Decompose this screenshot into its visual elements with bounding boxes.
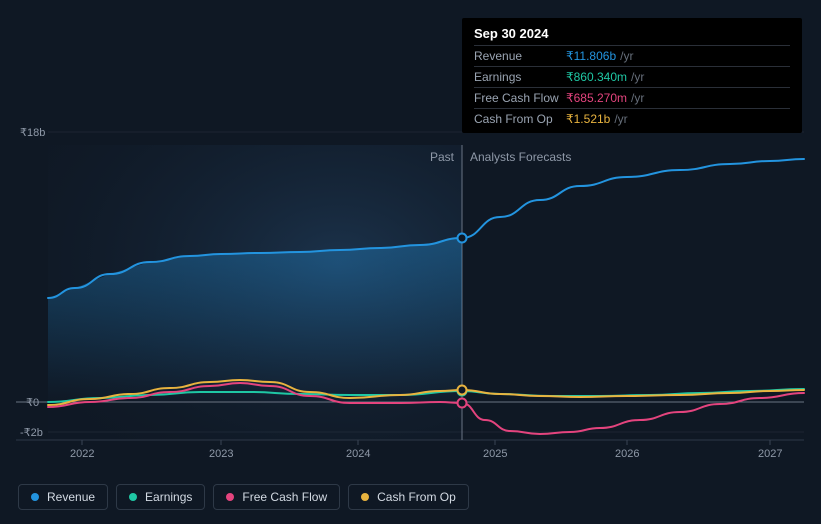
y-tick-label: -₹2b — [20, 426, 43, 439]
y-tick-label: ₹18b — [20, 126, 45, 139]
chart-legend: Revenue Earnings Free Cash Flow Cash Fro… — [18, 484, 469, 510]
tooltip-value: ₹11.806b — [566, 49, 616, 63]
legend-item-revenue[interactable]: Revenue — [18, 484, 108, 510]
x-tick-label: 2023 — [209, 448, 233, 460]
tooltip-label: Revenue — [474, 49, 566, 63]
legend-item-cash-from-op[interactable]: Cash From Op — [348, 484, 469, 510]
legend-item-free-cash-flow[interactable]: Free Cash Flow — [213, 484, 340, 510]
legend-item-earnings[interactable]: Earnings — [116, 484, 205, 510]
tooltip-date: Sep 30 2024 — [474, 26, 790, 45]
tooltip-unit: /yr — [620, 49, 633, 63]
legend-label: Earnings — [145, 490, 192, 504]
tooltip-label: Earnings — [474, 70, 566, 84]
tooltip-unit: /yr — [631, 70, 644, 84]
legend-label: Free Cash Flow — [242, 490, 327, 504]
x-tick-label: 2026 — [615, 448, 639, 460]
tooltip-row: Cash From Op ₹1.521b /yr — [474, 108, 790, 129]
tooltip-value: ₹860.340m — [566, 70, 627, 84]
tooltip-label: Free Cash Flow — [474, 91, 566, 105]
tooltip-row: Free Cash Flow ₹685.270m /yr — [474, 87, 790, 108]
tooltip-row: Earnings ₹860.340m /yr — [474, 66, 790, 87]
legend-dot-icon — [226, 493, 234, 501]
tooltip-row: Revenue ₹11.806b /yr — [474, 45, 790, 66]
x-tick-label: 2027 — [758, 448, 782, 460]
legend-label: Revenue — [47, 490, 95, 504]
chart-tooltip: Sep 30 2024 Revenue ₹11.806b /yr Earning… — [462, 18, 802, 133]
x-tick-label: 2024 — [346, 448, 370, 460]
region-label-past: Past — [430, 150, 454, 164]
tooltip-unit: /yr — [614, 112, 627, 126]
y-tick-label: ₹0 — [26, 396, 39, 409]
legend-dot-icon — [129, 493, 137, 501]
legend-label: Cash From Op — [377, 490, 456, 504]
x-tick-label: 2025 — [483, 448, 507, 460]
tooltip-value: ₹685.270m — [566, 91, 627, 105]
tooltip-unit: /yr — [631, 91, 644, 105]
legend-dot-icon — [361, 493, 369, 501]
legend-dot-icon — [31, 493, 39, 501]
region-label-forecast: Analysts Forecasts — [470, 150, 571, 164]
tooltip-label: Cash From Op — [474, 112, 566, 126]
x-tick-label: 2022 — [70, 448, 94, 460]
tooltip-value: ₹1.521b — [566, 112, 610, 126]
earnings-revenue-chart[interactable]: ₹18b ₹0 -₹2b 2022 2023 2024 2025 2026 20… — [0, 0, 821, 524]
